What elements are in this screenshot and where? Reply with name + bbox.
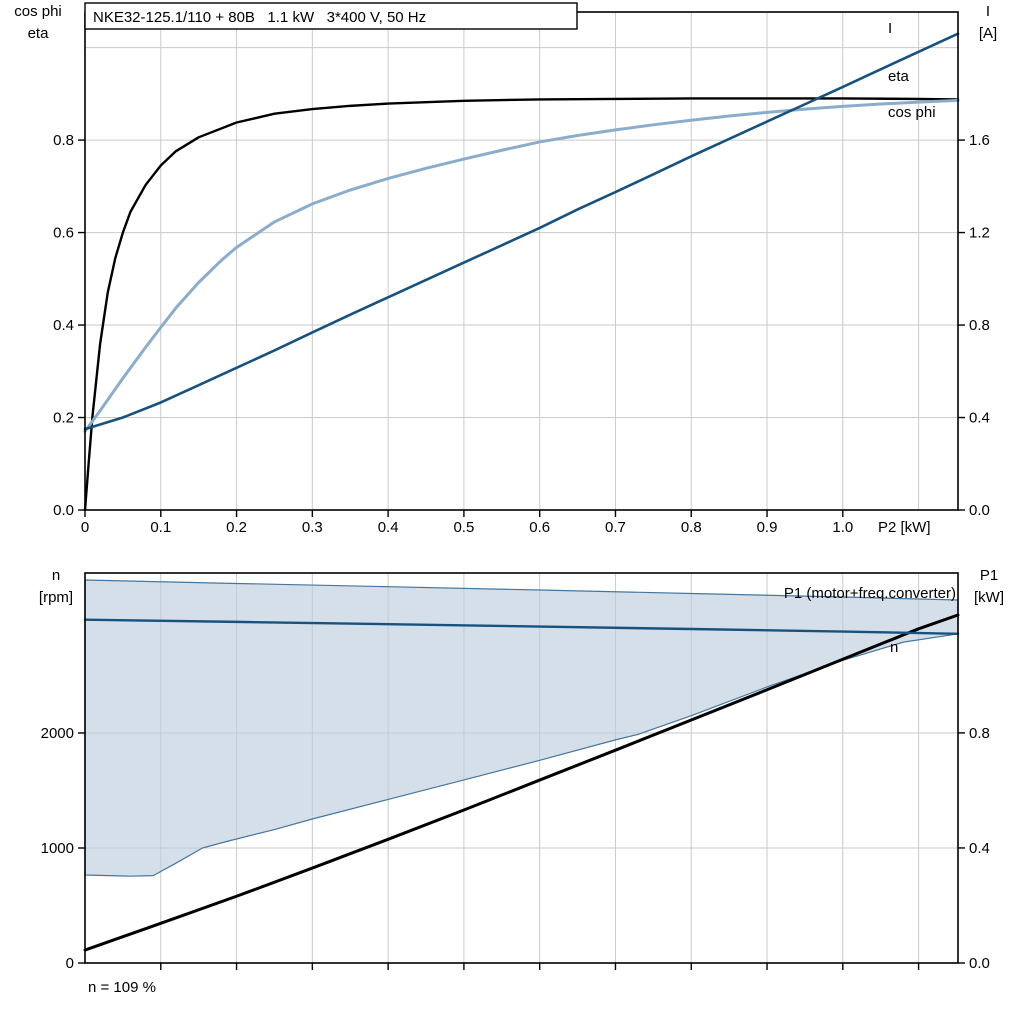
- curve-label-cos-phi: cos phi: [888, 104, 936, 121]
- left-tick-label: 0.0: [53, 502, 74, 519]
- chart-speed-power: P1 (motor+freq.converter) n 0 1000 2000 0.0 0.…: [41, 572, 990, 972]
- left-tick-label: 0.2: [53, 410, 74, 427]
- bottom-right-axis-title-line2: [kW]: [974, 589, 1004, 606]
- x-tick-label: 0.4: [378, 519, 399, 536]
- top-left-axis-title-line1: cos phi: [14, 3, 62, 20]
- curve-eta: [83, 97, 960, 512]
- left-tick-label: 0.4: [53, 317, 74, 334]
- right-tick-label: 0.4: [969, 840, 990, 857]
- right-tick-label: 0.4: [969, 410, 990, 427]
- x-tick-label: 0.9: [757, 519, 778, 536]
- top-left-axis-title-line2: eta: [28, 25, 50, 42]
- chart-motor-curves: eta cos phi I 0.0 0.2 0.4 0.6 0.8 0.0 0.4 0.8 1.2 1.…: [53, 11, 990, 536]
- left-tick-label: 0: [66, 955, 74, 972]
- chart-title: NKE32-125.1/110 + 80B 1.1 kW 3*400 V, 50…: [93, 9, 426, 26]
- x-tick-label: 0.6: [529, 519, 550, 536]
- curve-label-n: n: [890, 639, 898, 656]
- bottom-left-axis-title-line1: n: [52, 567, 60, 584]
- right-tick-label: 1.2: [969, 225, 990, 242]
- x-tick-label: 0.2: [226, 519, 247, 536]
- curve-n: [83, 618, 960, 636]
- generated-charts: eta cos phi I 0.0 0.2 0.4 0.6 0.8 0.0 0.4 0.8 1.2 1.…: [41, 11, 990, 972]
- plot-frame: [84, 572, 959, 964]
- x-tick-label: 0.1: [150, 519, 171, 536]
- curve-P1: [83, 613, 960, 952]
- x-tick-label: 0.3: [302, 519, 323, 536]
- curve-label-P1: P1 (motor+freq.converter): [784, 585, 956, 602]
- right-tick-label: 1.6: [969, 132, 990, 149]
- left-tick-label: 2000: [41, 725, 74, 742]
- x-tick-label: 1.0: [832, 519, 853, 536]
- top-x-axis-label: P2 [kW]: [878, 519, 931, 536]
- curve-I: [83, 32, 960, 431]
- right-tick-label: 0.8: [969, 317, 990, 334]
- static-labels: cos phi eta I [A] P2 [kW] n [rpm] P1 [kW…: [14, 2, 1004, 996]
- top-right-axis-title-line2: [A]: [979, 25, 997, 42]
- right-tick-label: 0.0: [969, 502, 990, 519]
- x-tick-label: 0.5: [453, 519, 474, 536]
- x-tick-label: 0.8: [681, 519, 702, 536]
- speed-percent-note: n = 109 %: [88, 979, 156, 996]
- plot-frame: [84, 11, 959, 511]
- left-tick-label: 0.8: [53, 132, 74, 149]
- curve-label-eta: eta: [888, 68, 910, 85]
- bottom-right-axis-title-line1: P1: [980, 567, 998, 584]
- right-tick-label: 0.8: [969, 725, 990, 742]
- left-tick-label: 0.6: [53, 225, 74, 242]
- left-tick-label: 1000: [41, 840, 74, 857]
- right-tick-label: 0.0: [969, 955, 990, 972]
- chart-title-box: [84, 2, 578, 30]
- top-right-axis-title-line1: I: [986, 3, 990, 20]
- x-tick-label: 0.7: [605, 519, 626, 536]
- curve-label-I: I: [888, 20, 892, 37]
- x-tick-label: 0: [81, 519, 89, 536]
- bottom-left-axis-title-line2: [rpm]: [39, 589, 73, 606]
- speed-envelope-area: [84, 579, 959, 877]
- curve-cos-phi: [83, 98, 960, 433]
